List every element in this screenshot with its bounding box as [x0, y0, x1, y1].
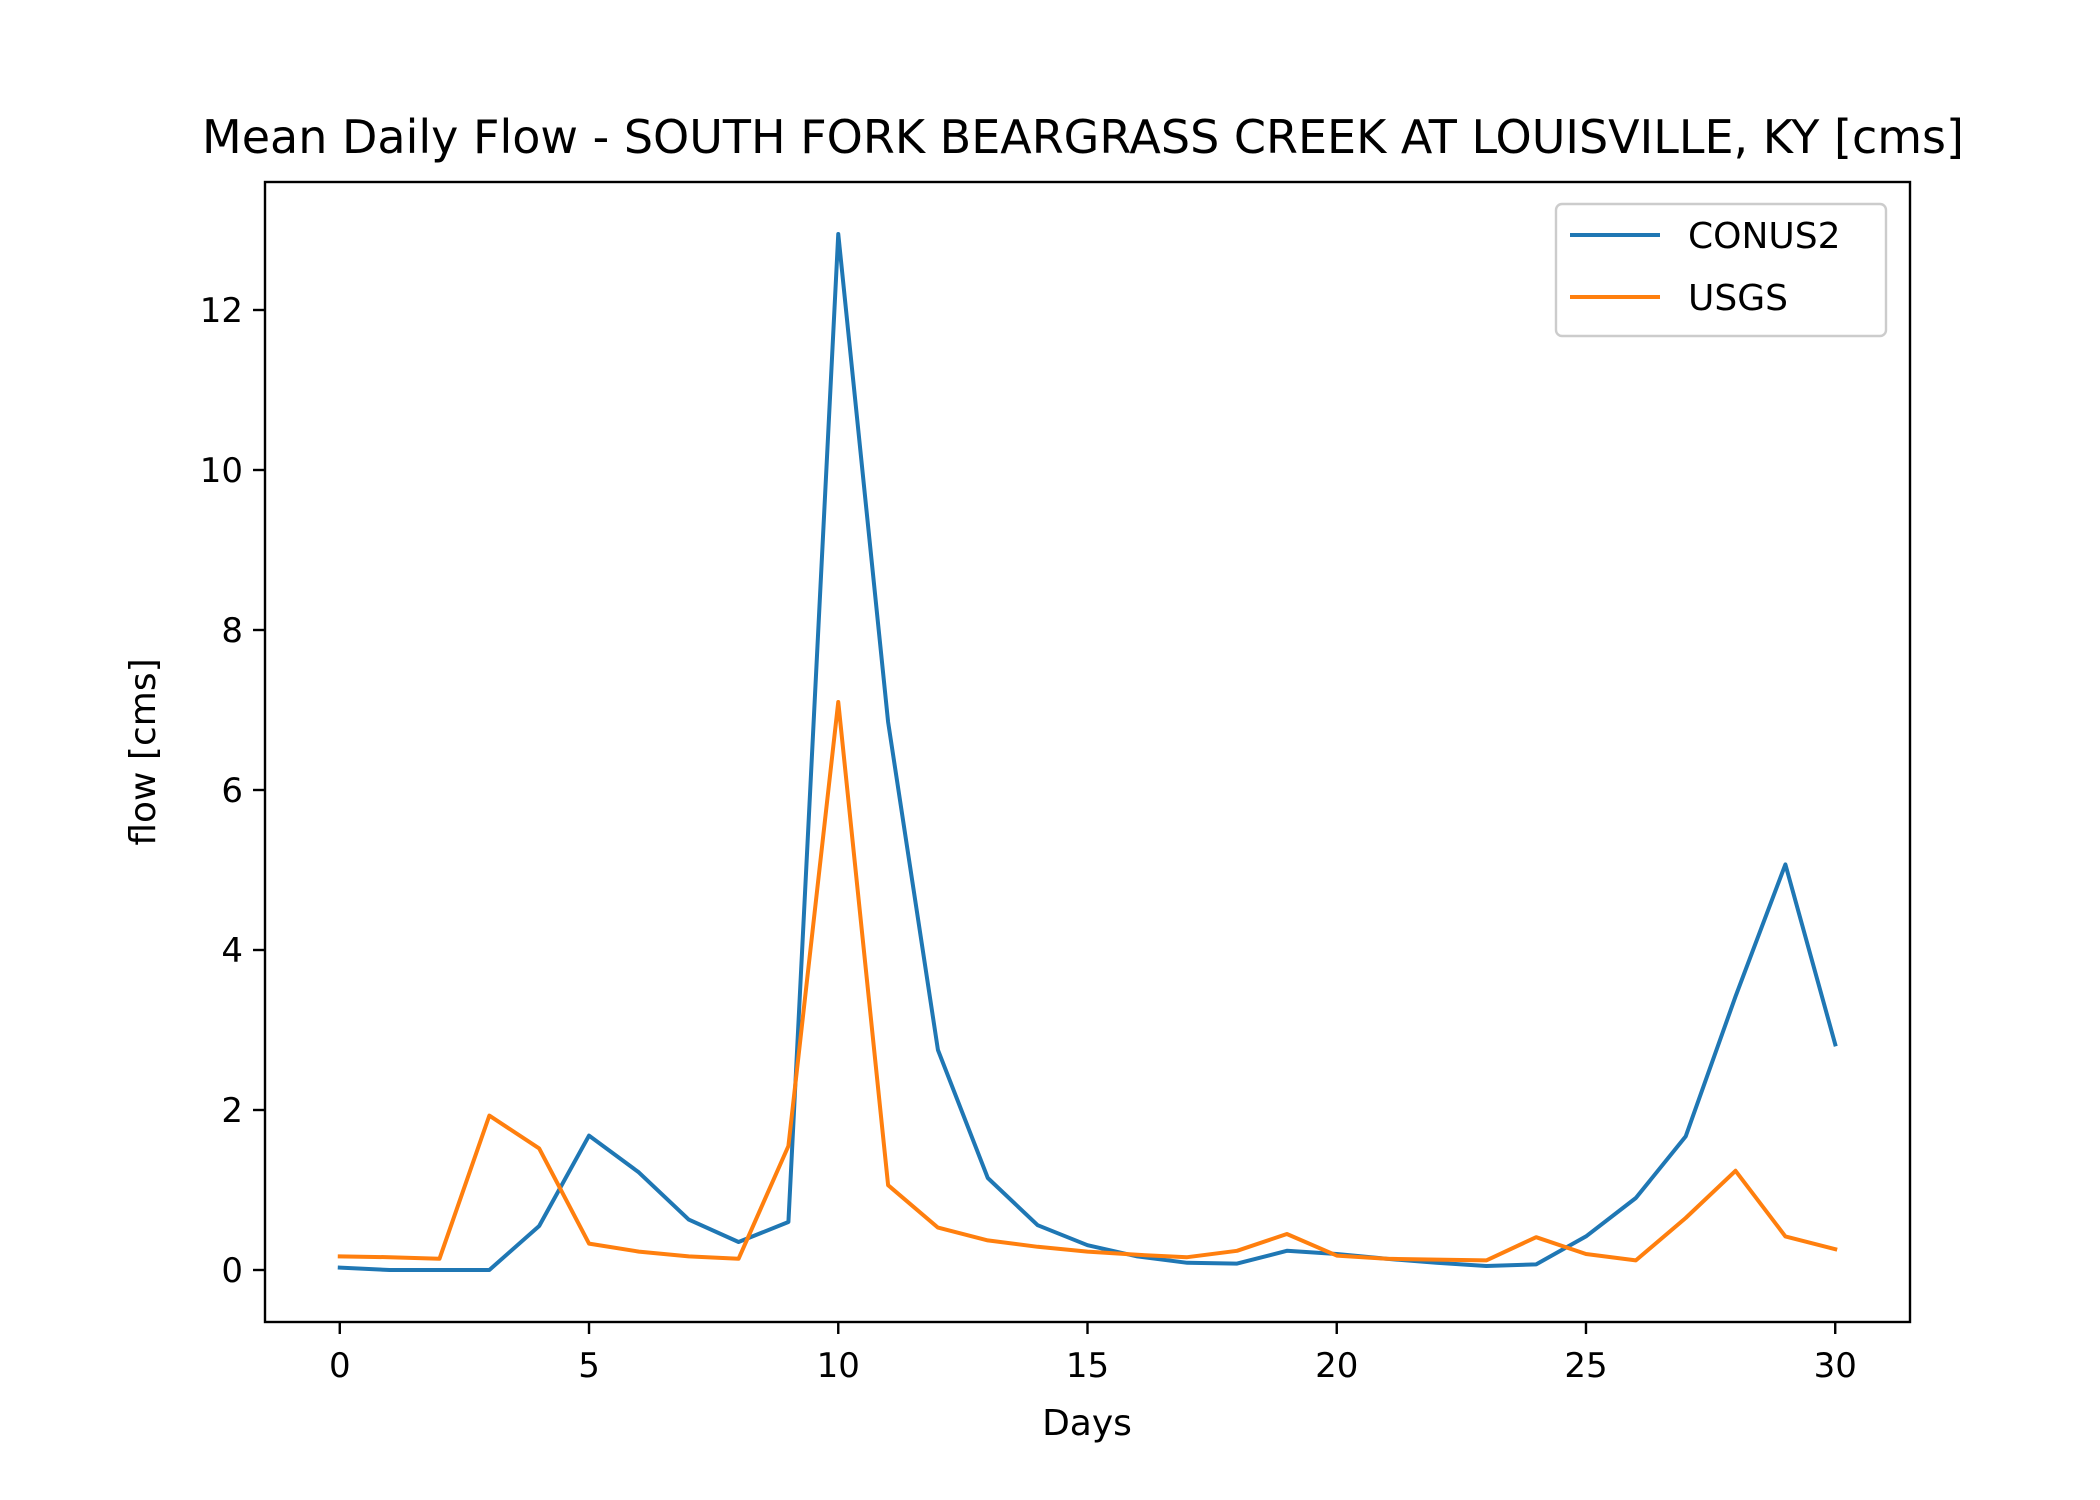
series-line-usgs [337, 700, 1838, 1263]
y-tick-label: 2 [221, 1091, 243, 1131]
plot-frame [263, 180, 1912, 1324]
legend-label-usgs: USGS [1688, 278, 1788, 319]
x-tick-label: 30 [1814, 1346, 1857, 1386]
series-line-conus2 [337, 232, 1838, 1272]
x-tick-label: 5 [578, 1346, 600, 1386]
plot-area [263, 180, 1912, 1324]
x-tick-label: 20 [1315, 1346, 1358, 1386]
y-tick-label: 6 [221, 771, 243, 811]
y-axis: 0 2 4 6 8 10 12 [200, 291, 265, 1291]
y-tick-label: 4 [221, 931, 243, 971]
y-tick-label: 12 [200, 291, 243, 331]
legend-label-conus2: CONUS2 [1688, 216, 1841, 257]
x-tick-label: 0 [329, 1346, 351, 1386]
legend: CONUS2 USGS [1554, 202, 1888, 338]
x-tick-label: 25 [1564, 1346, 1607, 1386]
chart-title: Mean Daily Flow - SOUTH FORK BEARGRASS C… [202, 110, 1964, 164]
y-tick-label: 0 [221, 1251, 243, 1291]
x-axis-label: Days [1042, 1403, 1132, 1444]
y-tick-label: 8 [221, 611, 243, 651]
x-tick-label: 15 [1066, 1346, 1109, 1386]
series-layer [337, 232, 1838, 1272]
x-axis: 0 5 10 15 20 25 30 [329, 1322, 1857, 1386]
y-tick-label: 10 [200, 451, 243, 491]
y-axis-label: flow [cms] [123, 658, 164, 845]
x-tick-label: 10 [817, 1346, 860, 1386]
